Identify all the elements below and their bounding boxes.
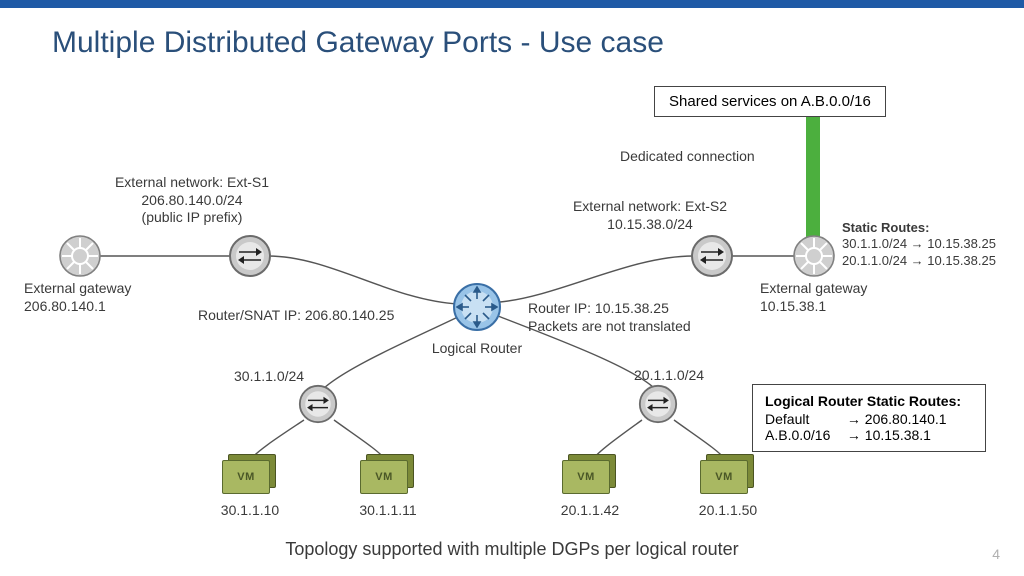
subnet-left-router-icon	[298, 384, 338, 424]
lr-static-routes-box: Logical Router Static Routes: Default → …	[752, 384, 986, 452]
vm-d-ip: 20.1.1.50	[699, 502, 757, 520]
vm-b-ip: 30.1.1.11	[359, 502, 416, 520]
gw-right-label: External gateway 10.15.38.1	[760, 280, 867, 315]
external-gateway-right-icon	[792, 234, 836, 278]
page-number: 4	[992, 546, 1000, 562]
logical-router-icon	[452, 282, 502, 332]
vm-b: VM	[360, 454, 416, 496]
ext-s1-router-icon	[228, 234, 272, 278]
logical-router-label: Logical Router	[432, 340, 522, 358]
ext-s1-label: External network: Ext-S1 206.80.140.0/24…	[115, 174, 269, 227]
footer-text: Topology supported with multiple DGPs pe…	[0, 539, 1024, 560]
ext-s2-label: External network: Ext-S2 10.15.38.0/24	[573, 198, 727, 233]
router-ip-label: Router IP: 10.15.38.25 Packets are not t…	[528, 300, 691, 335]
vm-d: VM	[700, 454, 756, 496]
router-snat-label: Router/SNAT IP: 206.80.140.25	[198, 307, 394, 325]
ext-s2-router-icon	[690, 234, 734, 278]
vm-a: VM	[222, 454, 278, 496]
gw-left-label: External gateway 206.80.140.1	[24, 280, 131, 315]
subnet-right-router-icon	[638, 384, 678, 424]
subnet-left-label: 30.1.1.0/24	[234, 368, 304, 386]
static-routes-right: Static Routes: 30.1.1.0/24 → 10.15.38.25…	[842, 220, 996, 269]
vm-a-ip: 30.1.1.10	[221, 502, 279, 520]
vm-c: VM	[562, 454, 618, 496]
vm-c-ip: 20.1.1.42	[561, 502, 619, 520]
dedicated-connection-label: Dedicated connection	[620, 148, 755, 166]
topology-wires	[0, 0, 1024, 576]
external-gateway-left-icon	[58, 234, 102, 278]
subnet-right-label: 20.1.1.0/24	[634, 367, 704, 385]
